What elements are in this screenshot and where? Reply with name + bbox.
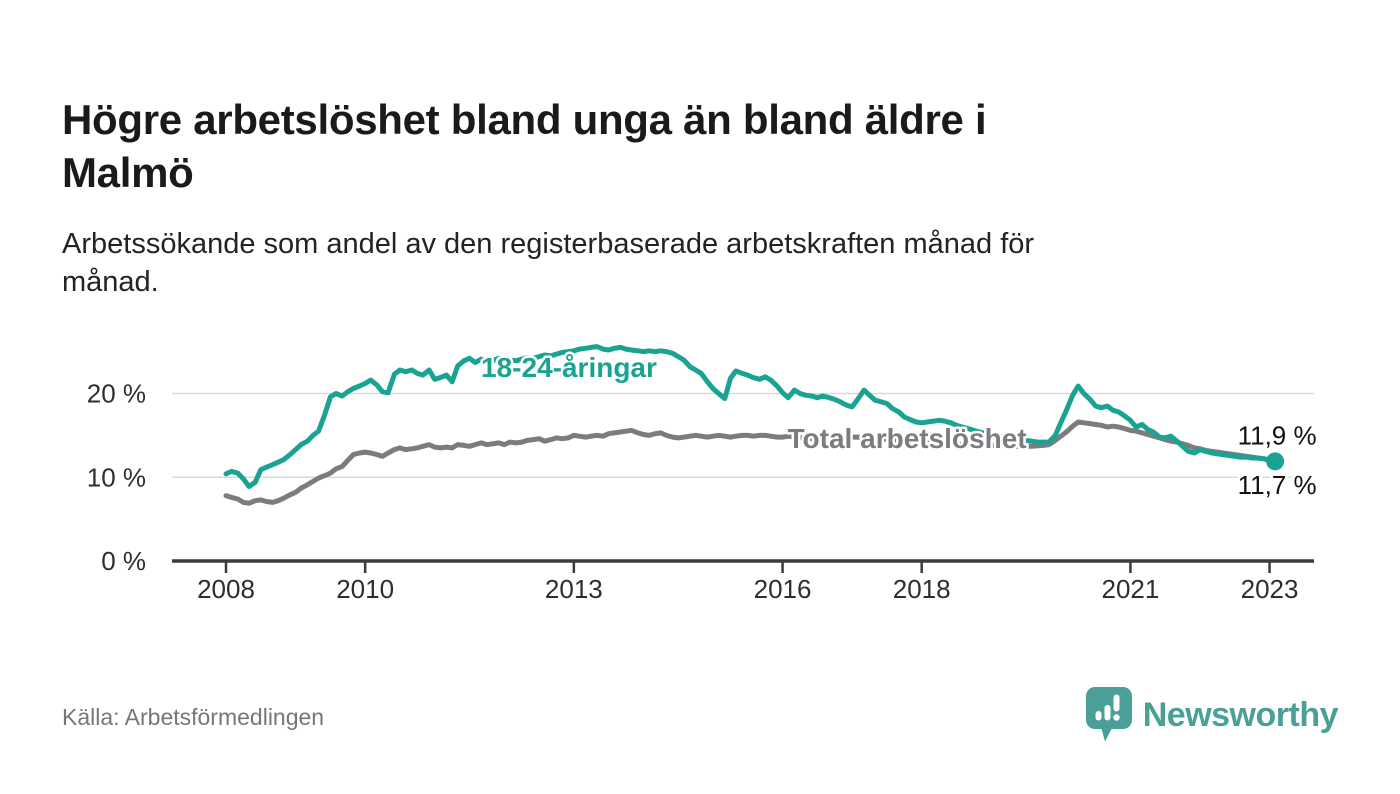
series-line-total [223,419,1278,506]
page-subtitle: Arbetssökande som andel av den registerb… [62,228,1035,299]
bar-small [1095,711,1102,721]
series-line-young [223,344,1278,489]
y-axis-tick-label-10: 10 % [87,462,146,492]
x-axis-tick-label-2013: 2013 [545,574,603,604]
x-axis-tick-label-2018: 2018 [893,574,951,604]
end-value-label-total: 11,7 % [1238,470,1317,500]
x-axis-tick-label-2010: 2010 [336,574,394,604]
x-axis-tick-label-2023: 2023 [1241,574,1299,604]
brand-footer: Newsworthy [1085,686,1339,744]
brand-wordmark: Newsworthy [1142,695,1339,734]
bar-medium [1104,705,1111,721]
y-axis-tick-label-20: 20 % [87,379,146,409]
x-axis-tick-label-2021: 2021 [1101,574,1159,604]
series-label-total: Total arbetslöshet [788,423,1027,454]
series-end-dot-young [1266,452,1285,471]
end-value-label-young: 11,9 % [1238,420,1317,450]
page-title: Högre arbetslöshet bland unga än bland ä… [62,96,987,197]
newsworthy-logo-icon [1085,686,1133,744]
exclamation-bar [1113,694,1120,712]
x-axis-tick-label-2008: 2008 [197,574,255,604]
exclamation-dot [1113,714,1120,721]
source-note: Källa: Arbetsförmedlingen [62,704,325,730]
series-label-young: 18-24-åringar [481,352,657,383]
x-axis-tick-label-2016: 2016 [754,574,812,604]
y-axis-tick-label-0: 0 % [101,546,146,576]
